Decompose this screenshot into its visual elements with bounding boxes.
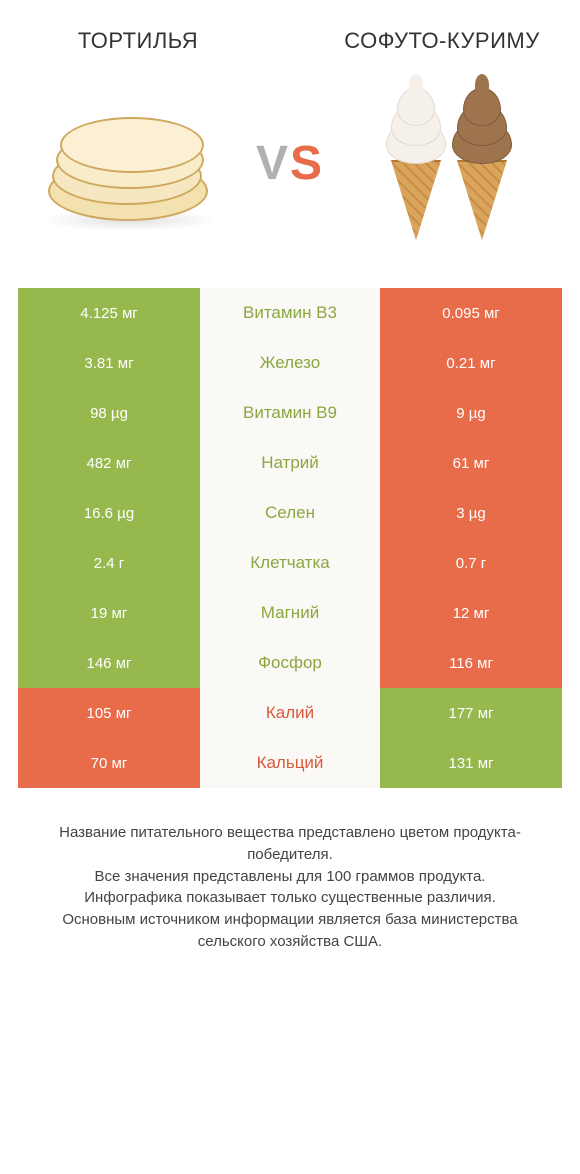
- footer-line: Название питательного вещества представл…: [38, 822, 542, 866]
- nutrient-label: Железо: [200, 338, 380, 388]
- left-value: 70 мг: [18, 738, 200, 788]
- nutrient-label: Фосфор: [200, 638, 380, 688]
- table-row: 105 мгКалий177 мг: [18, 688, 562, 738]
- nutrient-label: Клетчатка: [200, 538, 380, 588]
- nutrient-label: Калий: [200, 688, 380, 738]
- right-value: 3 µg: [380, 488, 562, 538]
- left-value: 2.4 г: [18, 538, 200, 588]
- table-row: 4.125 мгВитамин B30.095 мг: [18, 288, 562, 338]
- vs-label: VS: [256, 136, 324, 191]
- left-value: 482 мг: [18, 438, 200, 488]
- left-value: 3.81 мг: [18, 338, 200, 388]
- right-image: [346, 68, 556, 258]
- right-value: 0.21 мг: [380, 338, 562, 388]
- nutrient-label: Селен: [200, 488, 380, 538]
- nutrient-label: Натрий: [200, 438, 380, 488]
- left-title: ТОРТИЛЬЯ: [28, 28, 248, 54]
- right-value: 131 мг: [380, 738, 562, 788]
- nutrient-label: Витамин B3: [200, 288, 380, 338]
- right-title: СОФУТО-КУРИМУ: [332, 28, 552, 54]
- infographic: ТОРТИЛЬЯ СОФУТО-КУРИМУ VS 4.: [0, 0, 580, 977]
- table-row: 19 мгМагний12 мг: [18, 588, 562, 638]
- table-row: 3.81 мгЖелезо0.21 мг: [18, 338, 562, 388]
- right-value: 0.7 г: [380, 538, 562, 588]
- table-row: 2.4 гКлетчатка0.7 г: [18, 538, 562, 588]
- table-row: 16.6 µgСелен3 µg: [18, 488, 562, 538]
- ice-cream-icon: [371, 68, 531, 258]
- right-value: 9 µg: [380, 388, 562, 438]
- right-value: 116 мг: [380, 638, 562, 688]
- left-image: [24, 68, 234, 258]
- footer-line: Инфографика показывает только существенн…: [38, 887, 542, 909]
- table-row: 482 мгНатрий61 мг: [18, 438, 562, 488]
- nutrient-label: Магний: [200, 588, 380, 638]
- table-row: 70 мгКальций131 мг: [18, 738, 562, 788]
- images-row: VS: [18, 60, 562, 282]
- nutrient-label: Витамин B9: [200, 388, 380, 438]
- right-value: 177 мг: [380, 688, 562, 738]
- left-value: 16.6 µg: [18, 488, 200, 538]
- table-row: 98 µgВитамин B99 µg: [18, 388, 562, 438]
- title-row: ТОРТИЛЬЯ СОФУТО-КУРИМУ: [18, 0, 562, 60]
- comparison-table: 4.125 мгВитамин B30.095 мг3.81 мгЖелезо0…: [18, 288, 562, 788]
- right-value: 12 мг: [380, 588, 562, 638]
- nutrient-label: Кальций: [200, 738, 380, 788]
- left-value: 4.125 мг: [18, 288, 200, 338]
- footer-line: Все значения представлены для 100 граммо…: [38, 866, 542, 888]
- left-value: 146 мг: [18, 638, 200, 688]
- tortilla-icon: [44, 103, 214, 223]
- footer: Название питательного вещества представл…: [18, 788, 562, 953]
- table-row: 146 мгФосфор116 мг: [18, 638, 562, 688]
- footer-line: Основным источником информации является …: [38, 909, 542, 953]
- right-value: 0.095 мг: [380, 288, 562, 338]
- left-value: 19 мг: [18, 588, 200, 638]
- right-value: 61 мг: [380, 438, 562, 488]
- left-value: 105 мг: [18, 688, 200, 738]
- left-value: 98 µg: [18, 388, 200, 438]
